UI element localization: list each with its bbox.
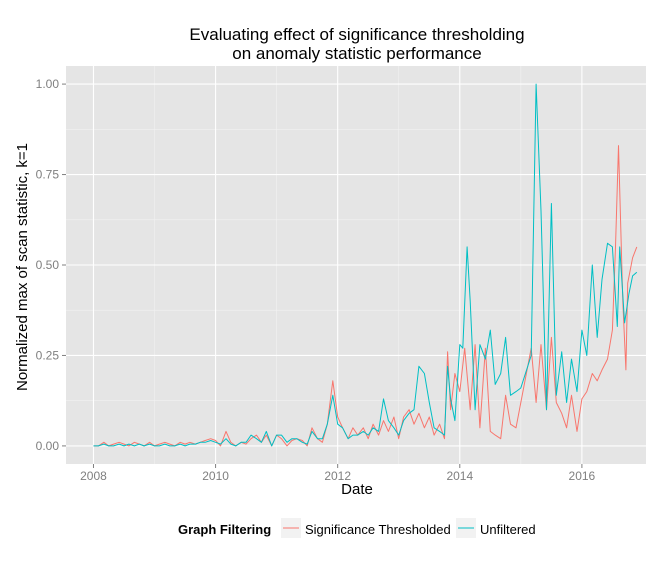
legend-item-significance-thresholded: Significance Thresholded xyxy=(281,518,451,538)
series-line-unfiltered xyxy=(93,83,638,447)
series-layer xyxy=(93,83,638,447)
y-tick-label: 0.50 xyxy=(36,258,60,272)
y-tick-label: 1.00 xyxy=(36,77,60,91)
x-tick-label: 2012 xyxy=(324,469,351,483)
grid-major xyxy=(66,66,646,464)
x-tick-label: 2010 xyxy=(202,469,229,483)
legend-title: Graph Filtering xyxy=(178,522,271,537)
chart-title-line-1: Evaluating effect of significance thresh… xyxy=(189,25,524,44)
series-line-significance-thresholded xyxy=(93,145,638,447)
chart-title-line-2: on anomaly statistic performance xyxy=(232,44,481,63)
legend-item-unfiltered: Unfiltered xyxy=(456,518,536,538)
y-axis: 0.00 0.25 0.50 0.75 1.00 xyxy=(36,77,66,453)
y-tick-label: 0.00 xyxy=(36,439,60,453)
legend-label-unfiltered: Unfiltered xyxy=(480,522,536,537)
x-axis-title: Date xyxy=(341,481,373,498)
x-tick-label: 2014 xyxy=(446,469,473,483)
x-axis: 2008 2010 2012 2014 2016 xyxy=(80,464,596,483)
x-tick-label: 2008 xyxy=(80,469,107,483)
y-tick-label: 0.25 xyxy=(36,348,60,362)
legend-label-significance-thresholded: Significance Thresholded xyxy=(305,522,451,537)
x-tick-label: 2016 xyxy=(569,469,596,483)
legend: Graph Filtering Significance Thresholded… xyxy=(178,518,536,538)
y-tick-label: 0.75 xyxy=(36,168,60,182)
y-axis-title: Normalized max of scan statistic, k=1 xyxy=(14,143,31,391)
